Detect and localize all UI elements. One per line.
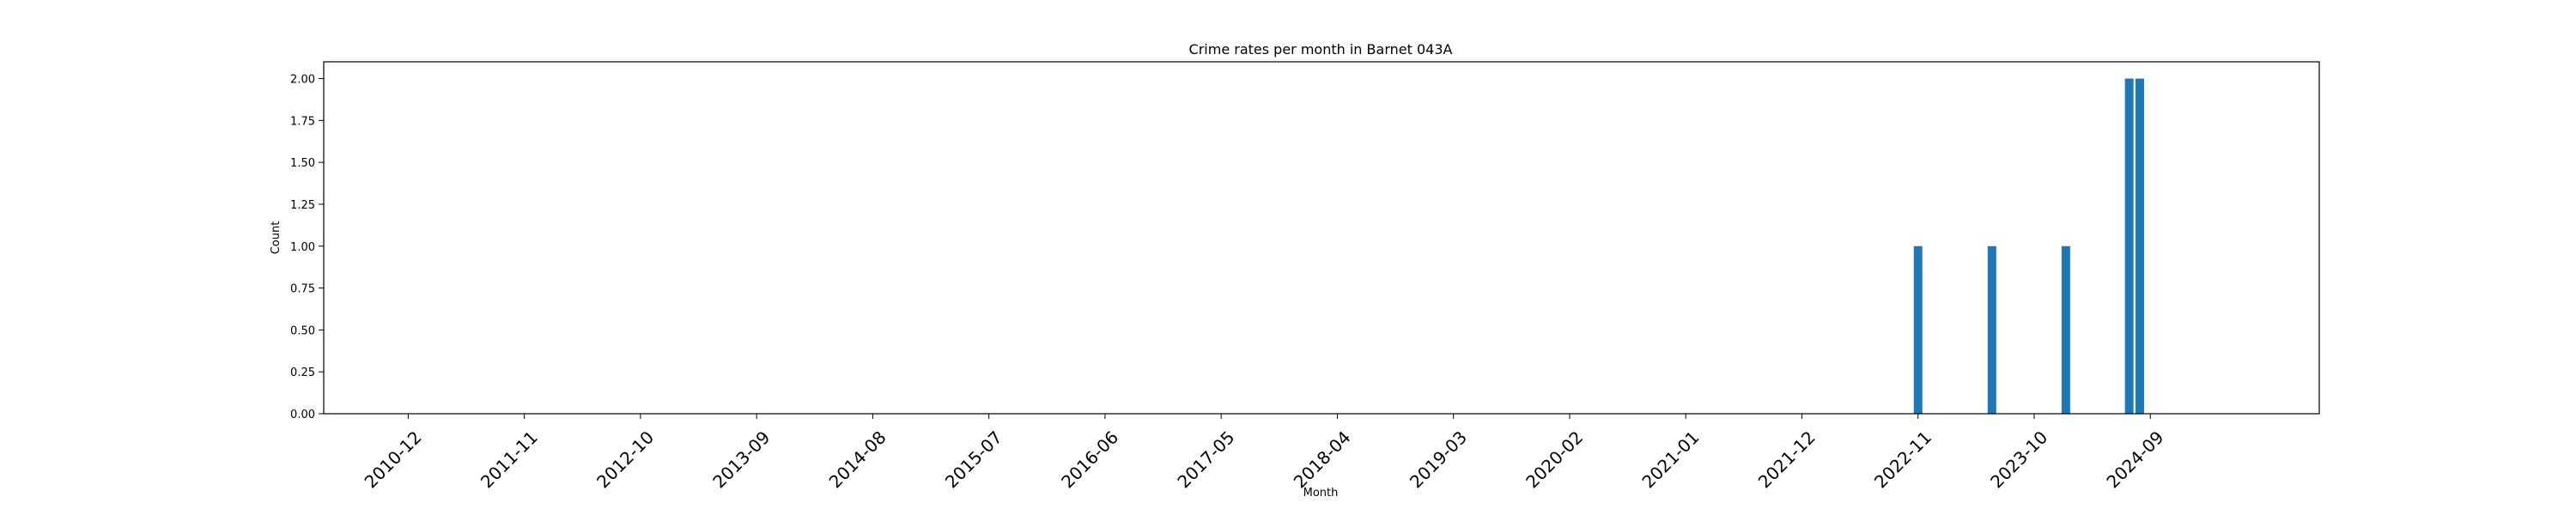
x-tick-label: 2023-10 [1986,427,2051,492]
x-tick-label: 2015-07 [941,427,1006,492]
y-tick-label: 0.25 [290,367,315,379]
x-tick-label: 2011-11 [477,427,542,492]
chart-title: Crime rates per month in Barnet 043A [1189,41,1453,58]
y-tick-label: 0.75 [290,283,315,296]
y-axis: 0.00 0.25 0.50 0.75 1.00 1.25 1.50 1.75 2.00 [290,74,324,421]
x-tick-label: 2012-10 [592,427,658,492]
y-tick-label: 1.50 [290,157,315,170]
y-tick-label: 0.00 [290,409,315,421]
x-tick-label: 2022-11 [1870,427,1935,492]
x-tick-label: 2018-04 [1290,427,1355,492]
x-tick-label: 2017-05 [1173,427,1238,492]
bar-2022-11 [1913,245,1923,414]
bar-2023-06 [1987,245,1996,414]
y-tick-label: 1.25 [290,199,315,212]
y-tick-label: 1.75 [290,115,315,128]
x-tick-label: 2013-09 [708,427,774,492]
x-tick-label: 2020-02 [1522,427,1587,492]
x-tick-label: 2010-12 [361,427,426,492]
x-axis-label: Month [1303,487,1339,500]
x-tick-label: 2021-12 [1754,427,1820,492]
bar-2024-07 [2124,78,2134,415]
y-axis-label: Count [270,221,283,255]
bar-2024-01 [2061,245,2070,414]
y-tick-label: 1.00 [290,241,315,254]
x-axis: 2010-12 2011-11 2012-10 2013-09 2014-08 2015-… [361,414,2168,492]
x-tick-label: 2021-01 [1637,427,1703,492]
x-tick-label: 2019-03 [1406,427,1471,492]
x-tick-label: 2016-06 [1057,427,1122,492]
bars-layer [1913,78,2144,415]
bar-2024-08 [2135,78,2144,415]
y-tick-label: 0.50 [290,324,315,337]
x-tick-label: 2014-08 [825,427,890,492]
plot-frame [323,61,2320,415]
x-tick-label: 2024-09 [2102,427,2167,492]
y-tick-label: 2.00 [290,74,315,87]
